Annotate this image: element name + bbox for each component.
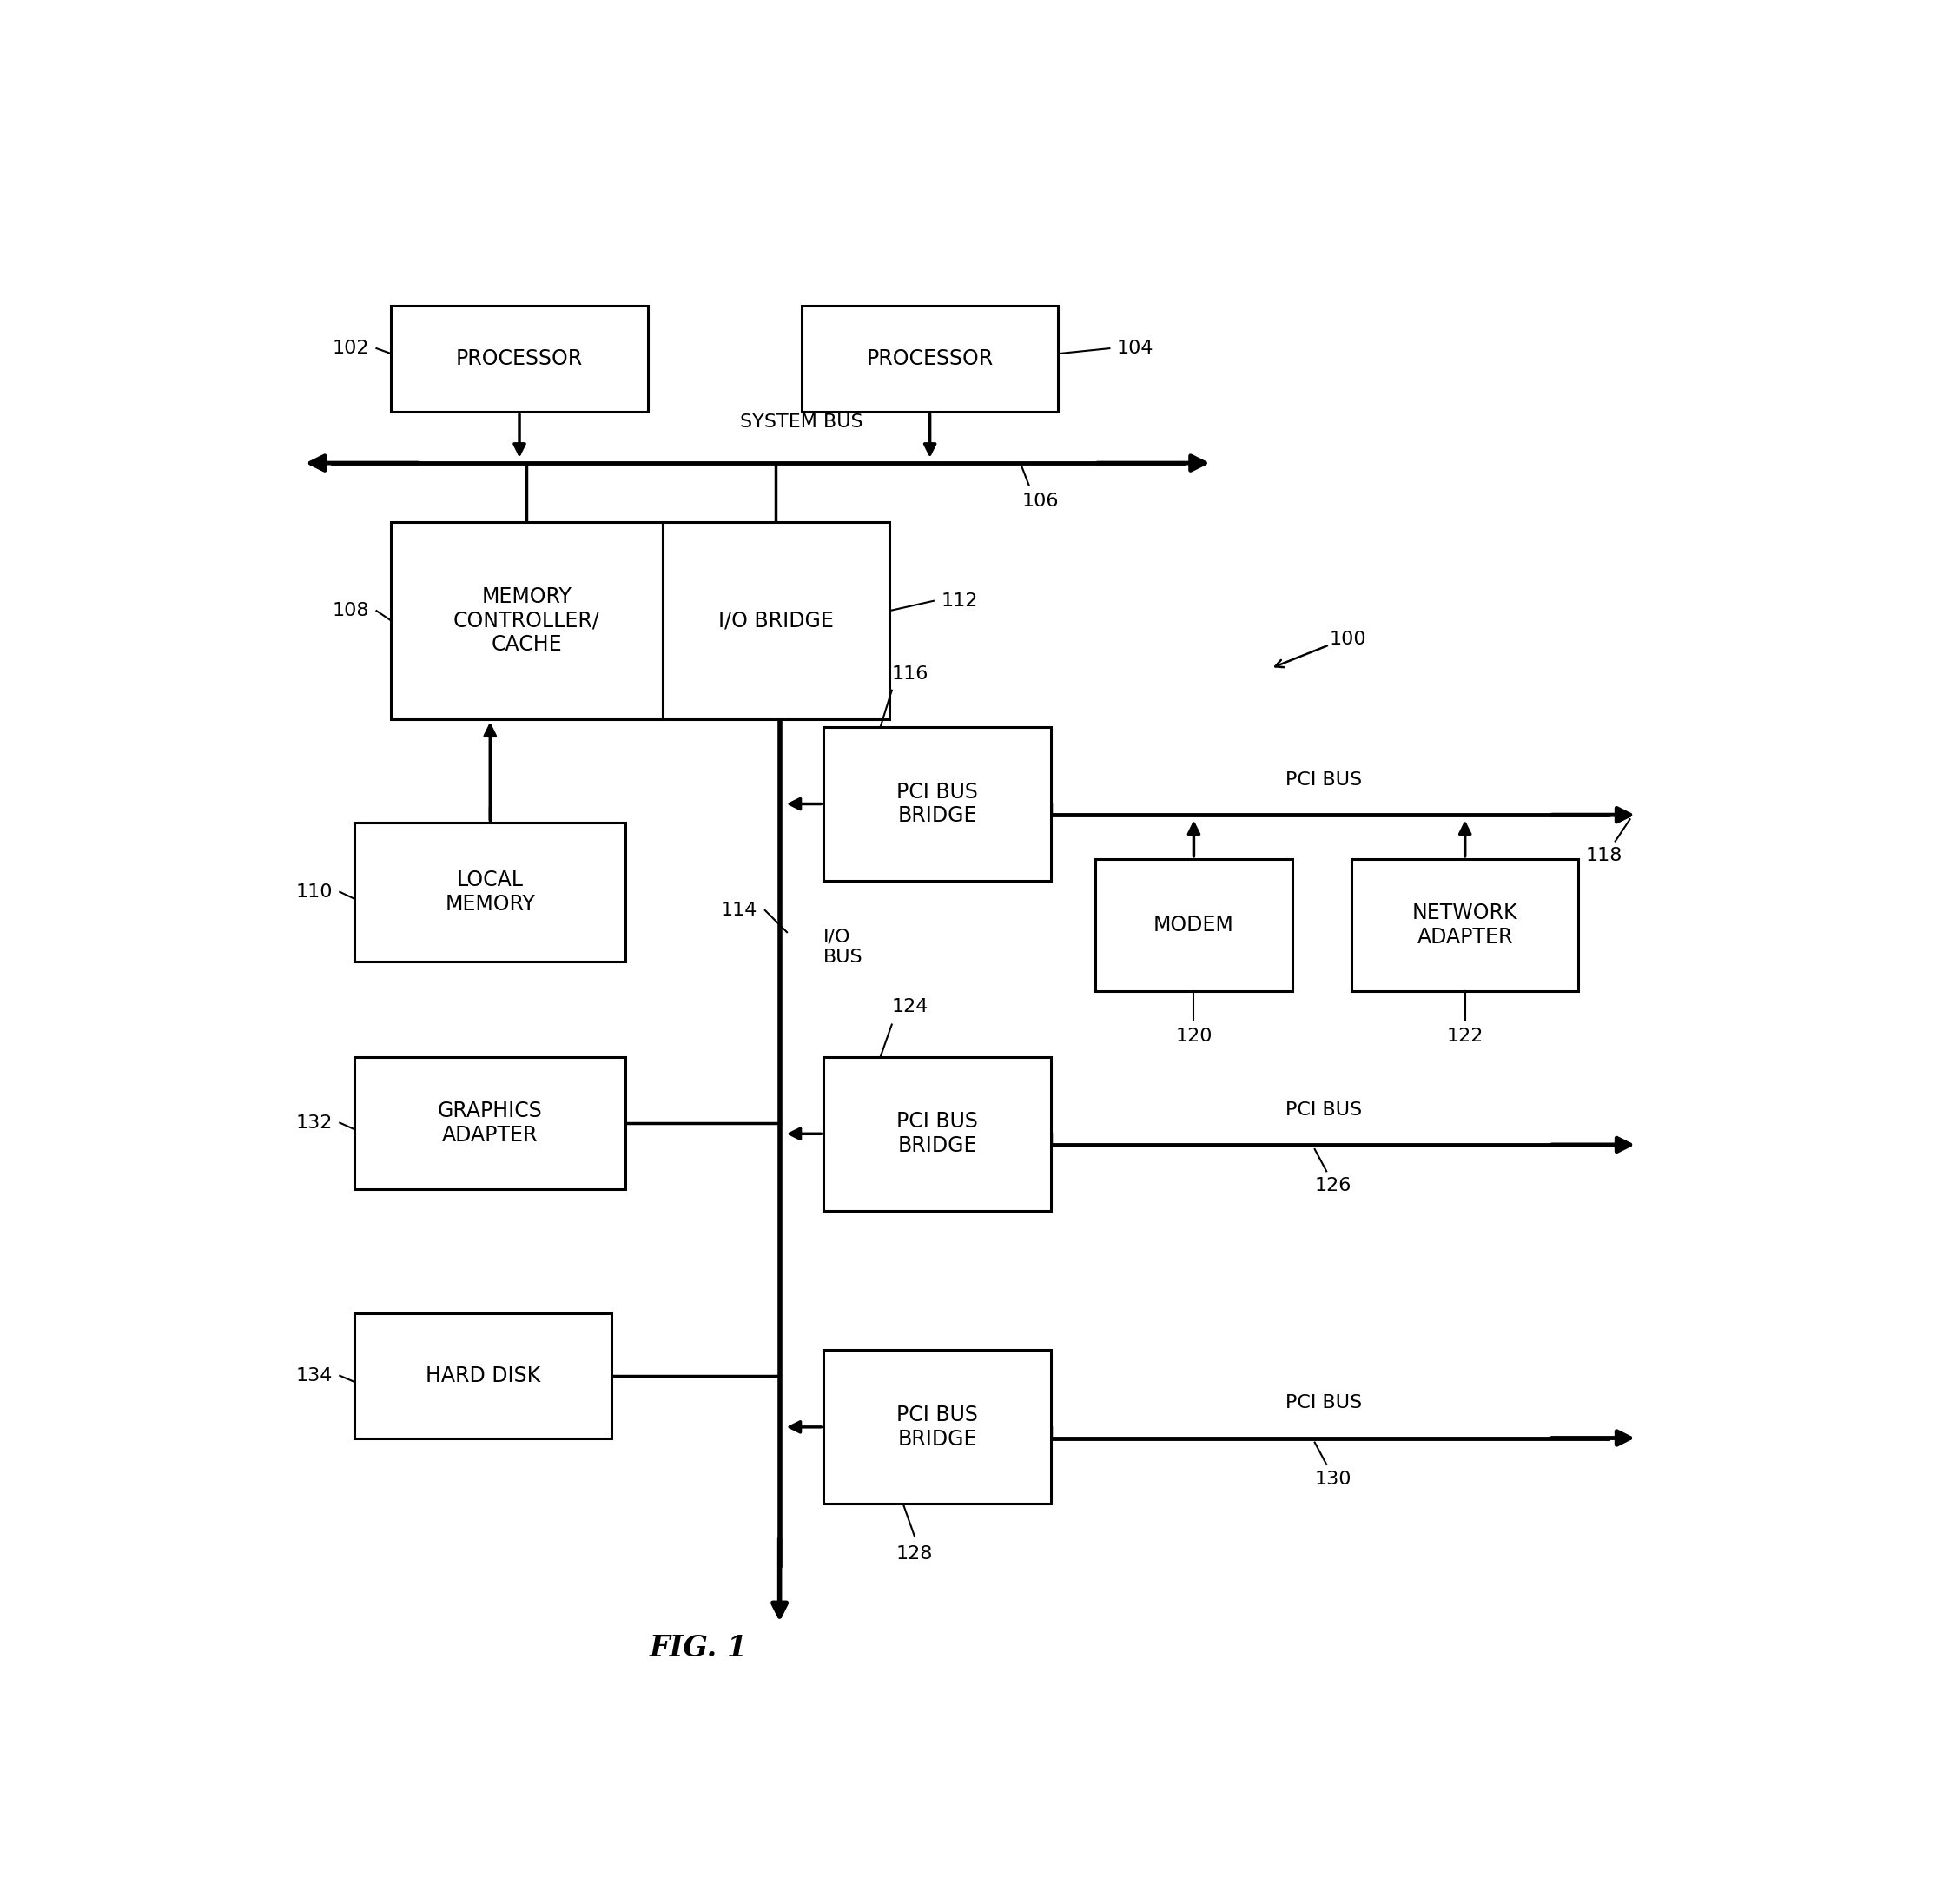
- Text: 118: 118: [1586, 847, 1622, 864]
- Text: 132: 132: [296, 1114, 333, 1131]
- Text: 124: 124: [892, 998, 929, 1015]
- Bar: [354, 1057, 625, 1188]
- Text: 114: 114: [720, 901, 757, 920]
- Text: 102: 102: [333, 339, 370, 358]
- Bar: [1351, 859, 1578, 990]
- Text: NETWORK
ADAPTER: NETWORK ADAPTER: [1411, 902, 1518, 948]
- Text: 130: 130: [1315, 1470, 1351, 1487]
- Text: FIG. 1: FIG. 1: [650, 1634, 747, 1662]
- Bar: [823, 727, 1051, 882]
- Text: LOCAL
MEMORY: LOCAL MEMORY: [445, 870, 534, 914]
- Text: HARD DISK: HARD DISK: [426, 1365, 540, 1386]
- Text: PCI BUS
BRIDGE: PCI BUS BRIDGE: [896, 781, 978, 826]
- Bar: [823, 1350, 1051, 1504]
- Text: 110: 110: [296, 883, 333, 901]
- Bar: [391, 522, 662, 720]
- Text: 108: 108: [333, 602, 370, 619]
- Text: 112: 112: [941, 592, 978, 609]
- Bar: [662, 522, 889, 720]
- Text: 100: 100: [1330, 630, 1367, 647]
- Text: I/O
BUS: I/O BUS: [823, 927, 863, 965]
- Bar: [354, 1314, 612, 1438]
- Text: PCI BUS: PCI BUS: [1286, 1101, 1361, 1118]
- Bar: [823, 1057, 1051, 1211]
- Text: I/O BRIDGE: I/O BRIDGE: [718, 611, 834, 630]
- Text: PROCESSOR: PROCESSOR: [455, 348, 583, 369]
- Bar: [802, 307, 1059, 411]
- Text: 126: 126: [1315, 1177, 1351, 1194]
- Text: 122: 122: [1446, 1028, 1483, 1045]
- Bar: [354, 823, 625, 962]
- Text: 116: 116: [892, 666, 929, 684]
- Text: PCI BUS: PCI BUS: [1286, 1394, 1361, 1411]
- Text: 134: 134: [296, 1367, 333, 1384]
- Text: PCI BUS
BRIDGE: PCI BUS BRIDGE: [896, 1405, 978, 1449]
- Text: MEMORY
CONTROLLER/
CACHE: MEMORY CONTROLLER/ CACHE: [453, 586, 600, 655]
- Text: PCI BUS: PCI BUS: [1286, 771, 1361, 788]
- Text: PROCESSOR: PROCESSOR: [867, 348, 993, 369]
- Text: SYSTEM BUS: SYSTEM BUS: [740, 413, 863, 430]
- Text: 106: 106: [1022, 493, 1059, 510]
- Text: GRAPHICS
ADAPTER: GRAPHICS ADAPTER: [438, 1101, 542, 1146]
- Text: 120: 120: [1175, 1028, 1212, 1045]
- Bar: [391, 307, 649, 411]
- Text: 128: 128: [896, 1544, 933, 1563]
- Text: PCI BUS
BRIDGE: PCI BUS BRIDGE: [896, 1112, 978, 1156]
- Text: MODEM: MODEM: [1154, 914, 1233, 935]
- Bar: [1096, 859, 1293, 990]
- Text: 104: 104: [1117, 339, 1154, 358]
